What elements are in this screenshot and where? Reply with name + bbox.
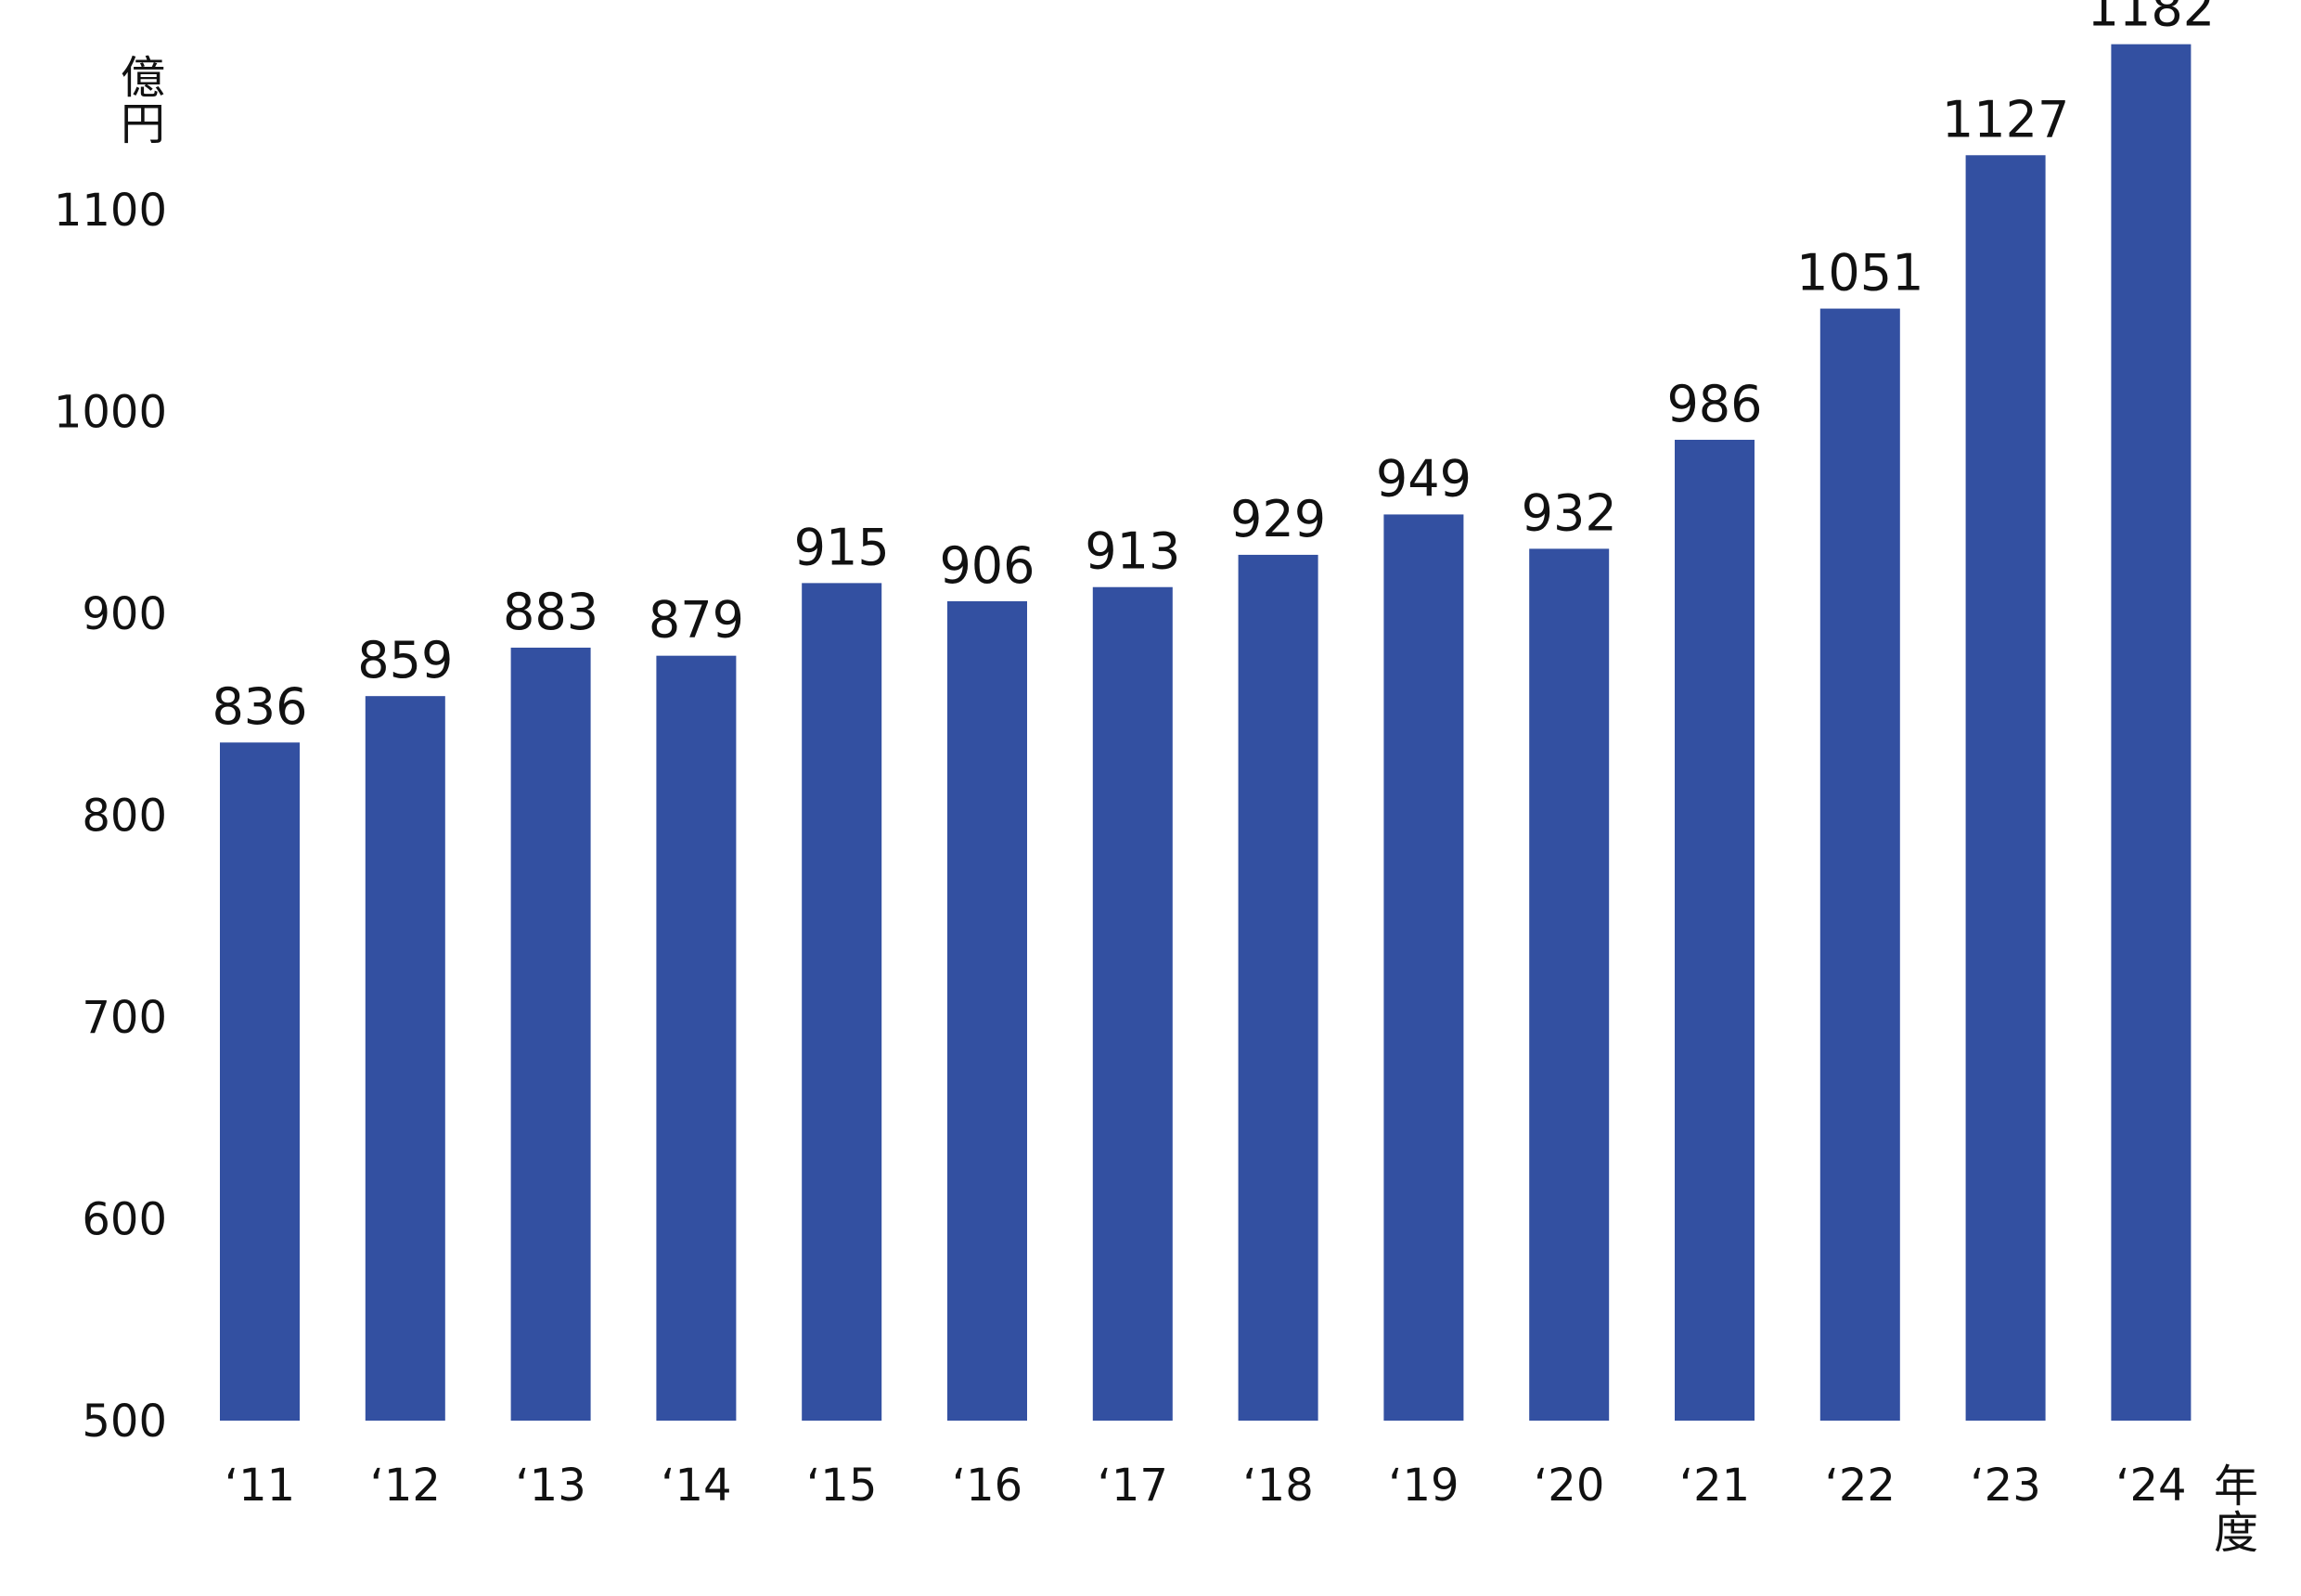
data-label: 915 — [794, 518, 890, 576]
data-label: 986 — [1666, 375, 1762, 433]
data-label: 913 — [1085, 522, 1180, 581]
x-tick-label: ‘18 — [1242, 1460, 1313, 1512]
bar — [1092, 586, 1173, 1421]
bar — [1965, 155, 2046, 1421]
y-tick-label: 500 — [82, 1396, 167, 1448]
data-label: 883 — [503, 583, 598, 641]
data-label: 1051 — [1796, 244, 1923, 302]
x-tick-label: ‘20 — [1534, 1460, 1604, 1512]
y-tick-label: 700 — [82, 992, 167, 1044]
y-tick-label: 800 — [82, 791, 167, 843]
x-tick-label: ‘23 — [1970, 1460, 2040, 1512]
data-label: 859 — [357, 631, 453, 689]
x-unit-char-2: 度 — [2214, 1507, 2258, 1559]
bar — [1383, 514, 1464, 1421]
x-tick-label: ‘22 — [1825, 1460, 1896, 1512]
data-label: 949 — [1376, 449, 1472, 508]
data-label: 836 — [212, 677, 307, 736]
y-unit-char-2: 円 — [121, 98, 165, 150]
bar — [1529, 548, 1610, 1421]
data-label: 906 — [939, 536, 1035, 595]
bar — [1819, 308, 1900, 1422]
bar — [1675, 439, 1755, 1422]
y-tick-label: 600 — [82, 1194, 167, 1246]
x-tick-label: ‘19 — [1388, 1460, 1459, 1512]
x-tick-label: ‘14 — [661, 1460, 731, 1512]
data-label: 929 — [1230, 490, 1326, 548]
data-label: 932 — [1522, 483, 1617, 542]
x-tick-label: ‘21 — [1679, 1460, 1750, 1512]
x-tick-label: ‘15 — [806, 1460, 877, 1512]
y-tick-label: 1000 — [54, 387, 167, 439]
unit-labels: 億 円 年 度 — [121, 52, 2258, 1559]
bar — [656, 655, 737, 1421]
y-axis: 500 600 700 800 900 1000 1100 — [54, 185, 167, 1448]
y-tick-label: 1100 — [54, 185, 167, 237]
x-tick-label: ‘17 — [1098, 1460, 1168, 1512]
bar — [220, 742, 300, 1421]
bar — [802, 583, 882, 1421]
bar — [2111, 44, 2192, 1421]
x-tick-label: ‘24 — [2115, 1460, 2186, 1512]
x-tick-label: ‘13 — [515, 1460, 585, 1512]
x-unit-char-1: 年 — [2214, 1461, 2258, 1512]
data-label: 879 — [649, 591, 744, 650]
bar — [1238, 554, 1318, 1421]
data-label: 1182 — [2088, 0, 2215, 38]
bar — [365, 696, 445, 1421]
x-tick-label: ‘16 — [952, 1460, 1022, 1512]
data-label: 1127 — [1942, 90, 2069, 148]
bar — [947, 600, 1027, 1421]
x-tick-label: ‘11 — [225, 1460, 295, 1512]
data-labels: 836 859 883 879 915 906 913 929 949 932 986 1051 112… — [212, 0, 2215, 736]
x-tick-label: ‘12 — [370, 1460, 441, 1512]
y-unit-char-1: 億 — [121, 52, 165, 104]
y-tick-label: 900 — [82, 588, 167, 640]
bars — [220, 44, 2192, 1422]
x-axis: ‘11 ‘12 ‘13 ‘14 ‘15 ‘16 ‘17 ‘18 ‘19 ‘20 ‘21 ‘22 ‘23 ‘… — [225, 1460, 2187, 1512]
bar — [510, 647, 591, 1421]
